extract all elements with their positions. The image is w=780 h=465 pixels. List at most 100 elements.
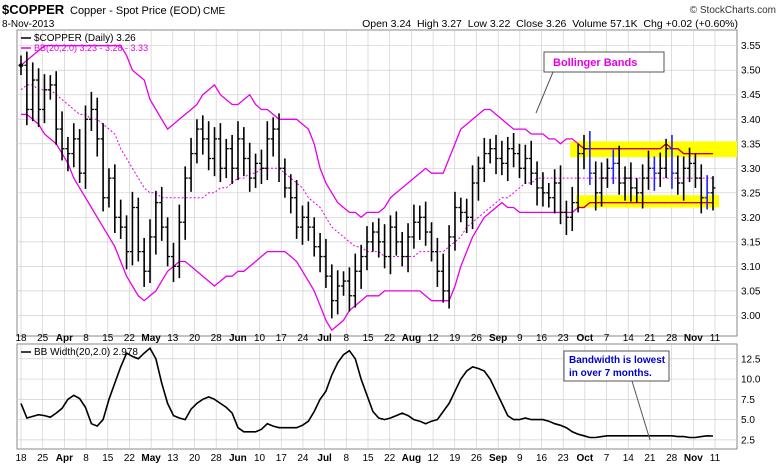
price-bar: [294, 180, 300, 239]
price-bar: [681, 156, 687, 201]
x-tick-label: 19: [449, 333, 461, 344]
bollinger-annotation-text: Bollinger Bands: [553, 57, 637, 69]
first-bar-dot: [19, 63, 23, 68]
bbw-series-line: [20, 346, 714, 439]
x-tick-label: Jun: [229, 333, 247, 344]
price-bar: [323, 238, 329, 288]
price-bar: [687, 147, 693, 183]
x-tick-label: 10: [254, 333, 266, 344]
x-tick-label: 28: [211, 333, 223, 344]
x-tick-label: 21: [644, 453, 656, 464]
x-tick-label: 11: [710, 453, 721, 464]
price-legend: $COPPER (Daily) 3.26 BB(20,2.0) 3.23 - 3…: [21, 33, 148, 53]
x-tick-label: 22: [124, 453, 136, 464]
price-bar: [200, 115, 206, 155]
x-tick-label: Apr: [56, 333, 73, 344]
price-bar: [563, 200, 569, 235]
price-bar: [446, 225, 452, 309]
price-bar: [317, 233, 323, 273]
x-tick-label: 28: [666, 333, 678, 344]
price-y-tick-label: 3.05: [741, 286, 761, 297]
price-bar: [223, 138, 229, 179]
price-bar: [657, 152, 663, 187]
x-tick-label: 16: [536, 333, 548, 344]
price-bar: [258, 149, 264, 184]
price-y-tick-label: 3.45: [741, 90, 761, 101]
price-bar: [335, 270, 341, 315]
x-tick-label: Sep: [489, 333, 507, 344]
x-tick-label: 20: [189, 453, 201, 464]
x-tick-label: 28: [666, 453, 678, 464]
x-tick-label: 11: [710, 333, 721, 344]
x-tick-label: 21: [644, 333, 656, 344]
price-bar: [106, 168, 112, 208]
x-tick-label: Sep: [489, 453, 507, 464]
price-bar: [165, 217, 171, 267]
price-bar: [206, 121, 212, 171]
price-bar: [346, 267, 352, 312]
x-tick-label: 17: [276, 453, 288, 464]
price-bar: [675, 155, 681, 195]
price-bar: [141, 237, 147, 287]
price-bar: [434, 237, 440, 287]
price-bar: [470, 165, 476, 230]
price-bar: [382, 224, 388, 269]
price-bar: [423, 201, 429, 246]
x-tick-label: 22: [384, 333, 396, 344]
price-bar: [147, 219, 153, 284]
watermark: © StockCharts.com: [690, 5, 776, 16]
x-tick-label: Nov: [684, 333, 703, 344]
price-bar: [511, 132, 517, 168]
x-tick-label: Jun: [229, 453, 247, 464]
x-tick-label: 7: [604, 333, 610, 344]
bandwidth-annotation-line1: Bandwidth is lowest: [569, 355, 666, 366]
price-bar: [77, 129, 83, 183]
x-tick-label: 25: [37, 333, 49, 344]
price-bar: [212, 127, 218, 177]
price-bar: [640, 164, 646, 209]
price-bar: [634, 178, 640, 203]
price-bar: [129, 191, 135, 266]
x-tick-label: 18: [15, 453, 27, 464]
bandwidth-annotation-line2: in over 7 months.: [569, 368, 652, 379]
x-tick-label: 15: [102, 333, 114, 344]
price-panel: [16, 29, 738, 337]
price-bar: [88, 91, 94, 132]
price-bar: [36, 68, 42, 128]
x-tick-label: 8: [344, 333, 350, 344]
price-bar: [276, 113, 282, 183]
price-bar: [71, 123, 77, 168]
price-bar: [399, 232, 405, 267]
x-tick-label: 26: [471, 333, 483, 344]
price-bar: [552, 169, 558, 214]
x-tick-label: Nov: [684, 453, 703, 464]
price-y-tick-label: 3.15: [741, 237, 761, 248]
price-y-tick-label: 3.25: [741, 188, 761, 199]
bbw-y-tick-label: 10.0: [741, 375, 761, 386]
x-tick-label: 8: [344, 453, 350, 464]
price-bar: [558, 165, 564, 225]
x-tick-label: 13: [167, 333, 179, 344]
x-tick-label: 28: [211, 453, 223, 464]
price-bar: [329, 264, 335, 319]
price-bar: [405, 223, 411, 273]
price-bar: [47, 75, 53, 100]
x-tick-label: 12: [428, 333, 440, 344]
price-bar: [411, 204, 417, 249]
x-tick-label: 23: [558, 333, 570, 344]
x-tick-label: Aug: [402, 453, 421, 464]
price-bar: [599, 162, 605, 207]
price-bar: [546, 183, 552, 208]
price-bar: [475, 156, 481, 201]
price-bar: [440, 253, 446, 303]
x-tick-label: 9: [517, 453, 523, 464]
x-tick-label: 13: [167, 453, 179, 464]
x-tick-label: 26: [471, 453, 483, 464]
x-tick-label: Oct: [577, 453, 594, 464]
x-tick-label: 19: [449, 453, 461, 464]
x-tick-label: 9: [517, 333, 523, 344]
x-tick-label: 8: [83, 453, 89, 464]
price-bar: [587, 131, 593, 185]
bbw-y-tick-label: 5.0: [741, 415, 755, 426]
